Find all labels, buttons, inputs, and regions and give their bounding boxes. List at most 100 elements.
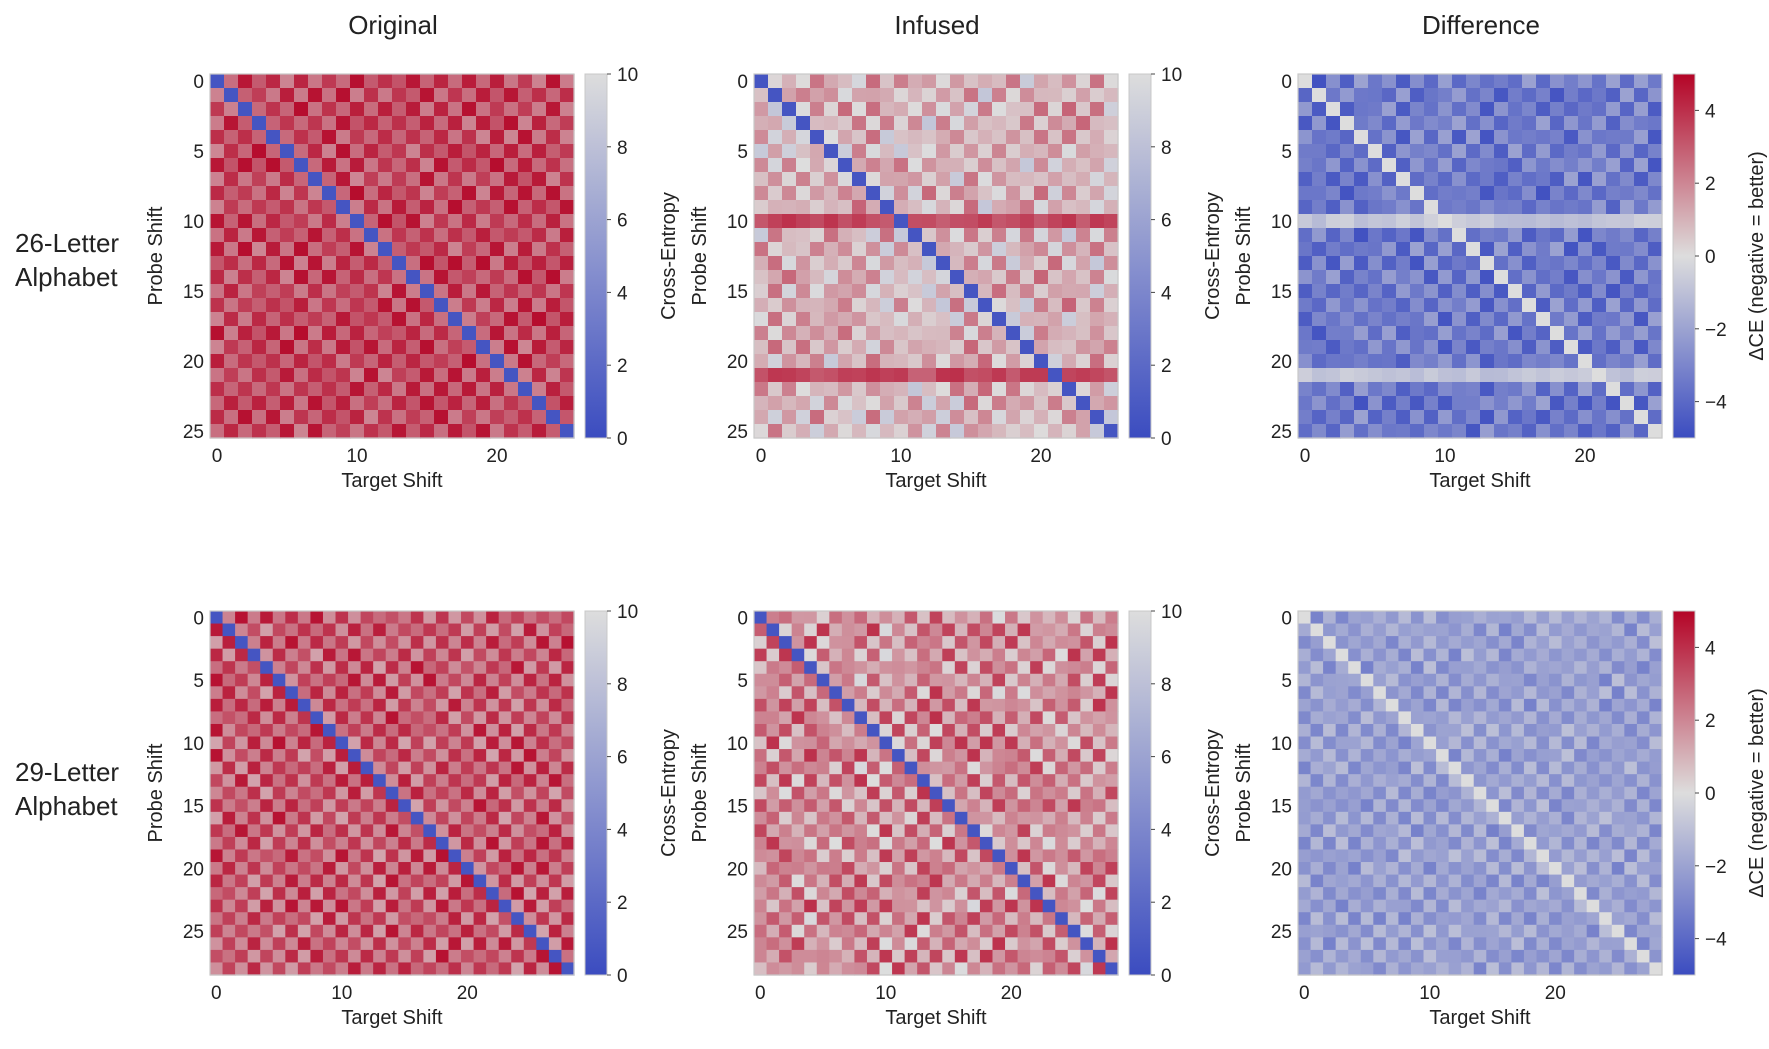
heatmap-cell [1310,836,1324,851]
heatmap-cell [796,396,811,411]
heatmap-cell [1006,424,1021,439]
heatmap-cell [373,661,387,675]
heatmap-cell [1326,200,1341,215]
heatmap-cell [894,298,909,313]
x-axis-label: Target Shift [885,470,987,492]
heatmap-cell [779,749,793,763]
heatmap-cell [1326,242,1341,257]
heatmap-cell [942,874,956,888]
heatmap-cell [950,186,965,201]
heatmap-cell [964,88,979,103]
heatmap-cell [1385,874,1400,888]
heatmap-cell [1080,887,1094,901]
heatmap-cell [476,284,491,299]
heatmap-cell [866,811,881,825]
heatmap-cell [1620,116,1635,131]
heatmap-cell [892,673,906,687]
heatmap-cell [335,874,349,888]
heatmap-cell [1522,312,1537,327]
x-tick-label: 10 [346,446,367,467]
heatmap-cell [1323,874,1337,888]
heatmap-cell [1448,774,1462,788]
heatmap-cell [322,673,337,687]
heatmap-cell [1620,410,1635,425]
heatmap-cell [1523,862,1538,876]
colorbar-label: ΔCE (negative = better) [1746,151,1768,361]
heatmap-cell [804,749,818,763]
heatmap-cell [992,382,1007,397]
heatmap-cell [1550,410,1565,425]
heatmap-cell [532,256,547,271]
heatmap-cell [448,661,462,675]
heatmap-cell [336,144,351,159]
heatmap-cell [992,424,1007,439]
heatmap-cell [336,312,351,327]
heatmap-cell [435,824,450,838]
heatmap-cell [536,623,550,637]
heatmap-cell [841,636,856,650]
heatmap-cell [294,200,309,215]
heatmap-cell [1340,144,1355,159]
heatmap-cell [360,899,374,913]
heatmap-cell [1486,623,1500,637]
heatmap-cell [322,74,337,89]
heatmap-cell [1030,799,1044,813]
heatmap-cell [1326,144,1341,159]
heatmap-cell [1034,270,1049,285]
heatmap-cell [929,836,943,851]
heatmap-cell [1076,102,1091,117]
heatmap-cell [1298,623,1312,637]
heatmap-cell [1105,824,1119,838]
heatmap-cell [816,786,830,800]
heatmap-cell [1636,899,1651,913]
heatmap-cell [1436,887,1450,901]
heatmap-cell [560,102,575,117]
heatmap-cell [1373,824,1387,838]
heatmap-cell [1648,298,1663,313]
heatmap-cell [448,611,462,625]
heatmap-cell [350,410,365,425]
heatmap-cell [1634,158,1649,173]
heatmap-cell [1550,424,1565,439]
heatmap-cell [1030,887,1044,901]
heatmap-cell [1611,786,1625,800]
heatmap-cell [804,686,818,700]
heatmap-cell [561,711,575,725]
heatmap-cell [448,214,463,229]
heatmap-cell [1298,924,1312,938]
heatmap-cell [1410,723,1425,738]
heatmap-cell [950,340,965,355]
heatmap-cell [462,172,477,187]
heatmap-cell [435,949,450,964]
heatmap-cell [498,937,512,951]
heatmap-cell [1620,396,1635,411]
heatmap-cell [917,774,931,788]
heatmap-cell [892,623,906,637]
heatmap-cell [462,270,477,285]
heatmap-cell [1511,786,1525,800]
heatmap-cell [929,962,943,976]
heatmap-cell [1092,887,1107,901]
heatmap-cell [348,824,362,838]
heatmap-cell [1005,924,1019,938]
heatmap-cell [908,270,923,285]
heatmap-cell [247,937,261,951]
heatmap-cell [335,673,349,687]
heatmap-cell [461,623,475,637]
heatmap-cell [1092,736,1107,750]
heatmap-cell [1020,228,1035,243]
heatmap-cell [1523,799,1538,813]
heatmap-cell [210,88,225,103]
heatmap-cell [518,116,533,131]
heatmap-cell [954,611,968,625]
heatmap-cell [1067,723,1081,738]
heatmap-cell [892,962,906,976]
heatmap-cell [1423,723,1437,738]
heatmap-cell [1634,186,1649,201]
heatmap-cell [561,937,575,951]
heatmap-cell [285,799,299,813]
heatmap-cell [908,200,923,215]
heatmap-cell [1298,410,1313,425]
heatmap-cell [810,396,825,411]
heatmap-cell [1382,424,1397,439]
